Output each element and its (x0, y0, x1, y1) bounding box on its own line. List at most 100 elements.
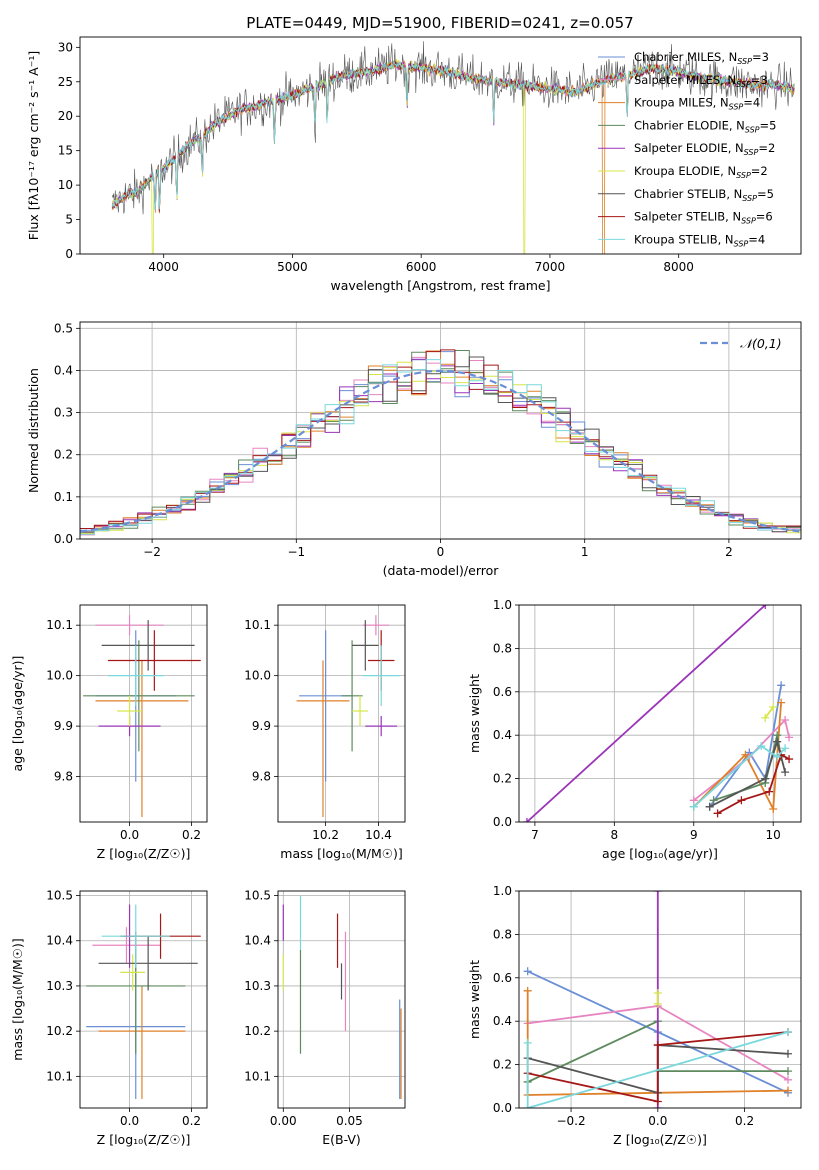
weight-marker (523, 986, 532, 995)
y-tick-label: 0.5 (54, 321, 73, 335)
y-tick-label: 0.6 (493, 971, 512, 985)
legend-label: Kroupa STELIB, NSSP=4 (634, 232, 765, 248)
x-tick-label: 8 (611, 828, 619, 842)
legend-label-tail: =6 (756, 210, 773, 224)
axes-mass_vs_EBV: 0.00 0.05 10.1 10.2 10.3 10.4 10.5 E(B-V) (244, 889, 406, 1147)
axes-age_vs_mass: 10.2 10.4 9.8 9.9 10.0 10.1 mass [log₁₀(M/M☉)] (244, 604, 406, 861)
weight-marker (781, 716, 790, 725)
content-mass_vs_Z (86, 904, 201, 1099)
legend-label-sub: SSP (737, 57, 752, 66)
y-tick-label: 25 (58, 75, 73, 89)
y-tick-label: 10.1 (244, 1069, 271, 1083)
legend-label: Salpeter STELIB, NSSP=6 (634, 210, 773, 226)
legend-label-sub: SSP (736, 80, 751, 89)
weight-line-5 (764, 706, 774, 719)
weight-marker (761, 713, 770, 722)
x-tick-label: 5000 (277, 260, 308, 274)
weight-marker (523, 967, 532, 976)
content-weight_vs_age (522, 605, 794, 822)
y-tick-label: 0.0 (493, 1101, 512, 1115)
axes-mass_vs_Z: 0.0 0.2 10.1 10.2 10.3 10.4 10.5 Z [log₁₀(Z/Z☉)… (10, 889, 208, 1147)
legend-label: Salpeter ELODIE, NSSP=2 (634, 141, 775, 157)
legend-label-tail: =5 (757, 187, 774, 201)
x-axis-label: wavelength [Angstrom, rest frame] (330, 278, 550, 293)
spectrum-line-8 (111, 61, 795, 211)
legend-label: Chabrier MILES, NSSP=3 (634, 50, 769, 66)
weight-marker (757, 742, 766, 751)
legend-label: Salpeter MILES, NSSP=3 (634, 73, 768, 89)
weight-marker (705, 802, 714, 811)
y-tick-label: 10.3 (46, 979, 73, 993)
x-axis-label: mass [log₁₀(M/M☉)] (280, 846, 402, 861)
y-tick-label: 10.1 (244, 618, 271, 632)
axes-age_vs_Z: 0.0 0.2 9.8 9.9 10.0 10.1 Z [log₁₀(Z/Z☉)] age [… (10, 604, 208, 861)
legend-label-main: Chabrier ELODIE, N (634, 118, 745, 132)
weight-marker (689, 802, 698, 811)
legend-label-main: Kroupa STELIB, N (634, 232, 734, 246)
y-tick-label: 0.8 (493, 927, 512, 941)
x-axis-label: Z [log₁₀(Z/Z☉)] (97, 846, 191, 861)
weight-marker (773, 737, 782, 746)
x-tick-label: 0.2 (735, 1114, 754, 1128)
y-tick-label: 10.1 (46, 618, 73, 632)
y-tick-label: 10.1 (46, 1069, 73, 1083)
y-axis-label: Normed distribution (26, 368, 41, 493)
weight-line-8 (526, 1031, 789, 1108)
y-axis-label: mass [log₁₀(M/M☉)] (10, 938, 25, 1060)
legend-label-tail: =4 (743, 96, 760, 110)
legend-label-tail: =3 (752, 50, 769, 64)
x-tick-label: 0.0 (120, 828, 139, 842)
axes-weight_vs_age: 7 8 9 10 0.0 0.2 0.4 0.6 0.8 1.0 age [log₁₀(age/yr… (467, 598, 802, 861)
y-tick-label: 9.9 (54, 719, 73, 733)
figure-title: PLATE=0449, MJD=51900, FIBERID=0241, z=0… (246, 14, 633, 32)
legend-label-main: Salpeter STELIB, N (634, 210, 741, 224)
histogram-series-7 (80, 349, 801, 529)
legend-label: Kroupa MILES, NSSP=4 (634, 96, 760, 112)
axes-residuals: −2 −1 0 1 2 0.0 0.1 0.2 0.3 0.4 0.5 (data-model)/er… (26, 321, 802, 578)
legend-label: Kroupa ELODIE, NSSP=2 (634, 164, 768, 180)
weight-marker (761, 774, 770, 783)
weight-marker (653, 1041, 662, 1050)
x-tick-label: 10 (766, 828, 781, 842)
axes-frame (518, 604, 802, 823)
x-axis-label: Z [log₁₀(Z/Z☉)] (613, 1132, 707, 1147)
weight-marker (777, 681, 786, 690)
legend: Chabrier MILES, NSSP=3 Salpeter MILES, NS… (598, 50, 776, 248)
x-tick-label: 1 (581, 545, 589, 559)
legend-label-sub: SSP (736, 171, 751, 180)
normal-curve (80, 369, 801, 533)
x-tick-label: 0.0 (648, 1114, 667, 1128)
axes-spectrum: 4000 5000 6000 7000 8000 0 5 10 15 20 25 30 waveleng… (26, 36, 802, 293)
y-tick-label: 0.3 (54, 406, 73, 420)
weight-marker (737, 796, 746, 805)
y-tick-label: 0.1 (54, 490, 73, 504)
weight-marker (713, 809, 722, 818)
y-tick-label: 10.0 (46, 669, 73, 683)
y-tick-label: 0.8 (493, 641, 512, 655)
legend-label-tail: =2 (751, 164, 768, 178)
x-tick-label: 6000 (406, 260, 437, 274)
content-age_vs_Z (83, 615, 201, 817)
x-tick-label: 0.2 (182, 1114, 201, 1128)
weight-marker (769, 804, 778, 813)
legend-label-sub: SSP (729, 103, 744, 112)
weight-marker (783, 1049, 792, 1058)
x-tick-label: 9 (690, 828, 698, 842)
y-axis-label: mass weight (467, 960, 482, 1039)
y-tick-label: 0.4 (493, 728, 512, 742)
legend-label-normal: 𝒩(0,1) (740, 336, 782, 351)
weight-marker (653, 1097, 662, 1106)
weight-marker (773, 752, 782, 761)
y-tick-label: 9.9 (252, 719, 271, 733)
x-axis-label: Z [log₁₀(Z/Z☉)] (97, 1132, 191, 1147)
x-axis-label: (data-model)/error (383, 563, 500, 578)
weight-marker (523, 1104, 532, 1108)
axes-frame (79, 604, 208, 823)
y-tick-label: 0.4 (54, 363, 73, 377)
x-tick-label: 0 (437, 545, 445, 559)
axes-frame (518, 890, 802, 1109)
axes-frame (79, 321, 802, 540)
y-tick-label: 10.4 (46, 934, 73, 948)
legend-label-tail: =3 (751, 73, 768, 87)
y-tick-label: 0.2 (54, 448, 73, 462)
